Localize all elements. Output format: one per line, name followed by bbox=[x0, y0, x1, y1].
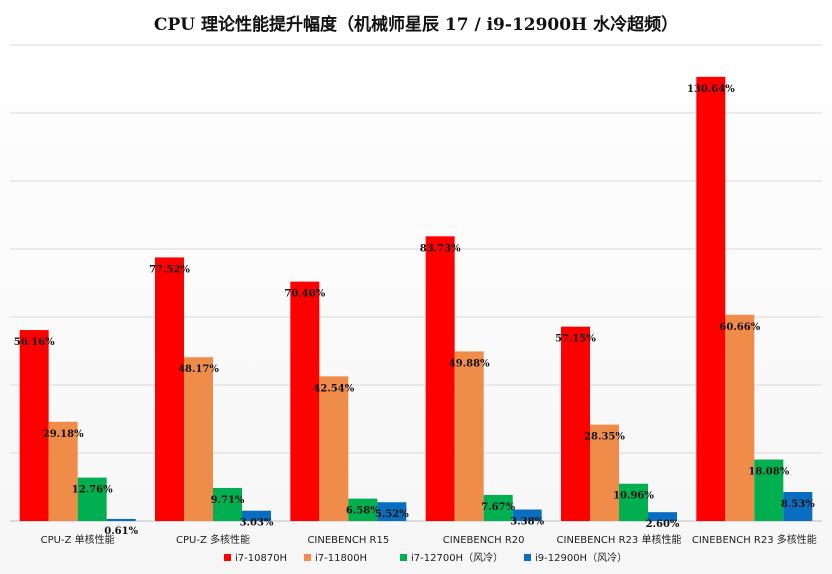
data-label: 28.35% bbox=[584, 432, 625, 443]
chart-title: CPU 理论性能提升幅度（机械师星辰 17 / i9-12900H 水冷超频） bbox=[153, 15, 679, 35]
data-label: 18.08% bbox=[748, 467, 789, 478]
data-label: 57.15% bbox=[555, 334, 596, 345]
bar bbox=[77, 477, 107, 521]
bar bbox=[106, 518, 136, 521]
data-label: 70.40% bbox=[284, 289, 325, 300]
bar bbox=[348, 498, 378, 521]
bar bbox=[648, 512, 677, 521]
legend-entry: i7-11800H bbox=[315, 553, 367, 564]
bar bbox=[696, 76, 726, 521]
bar bbox=[155, 257, 184, 521]
bar bbox=[512, 509, 542, 521]
bar bbox=[619, 483, 648, 521]
bar bbox=[242, 510, 271, 521]
bar bbox=[725, 314, 755, 521]
x-tick-label: CINEBENCH R23 多核性能 bbox=[692, 533, 817, 546]
bar bbox=[213, 487, 242, 521]
data-label: 2.60% bbox=[646, 519, 680, 530]
data-label: 49.88% bbox=[449, 358, 490, 369]
bar bbox=[19, 330, 49, 521]
bar bbox=[290, 281, 320, 521]
bar bbox=[454, 351, 484, 521]
data-label: 77.52% bbox=[149, 264, 190, 275]
data-label: 9.71% bbox=[211, 495, 245, 506]
legend-entry: i7-10870H bbox=[235, 553, 287, 564]
data-label: 83.73% bbox=[420, 243, 461, 254]
data-label: 10.96% bbox=[613, 491, 654, 502]
bar bbox=[754, 459, 784, 521]
legend-swatch bbox=[524, 554, 531, 561]
x-tick-label: CPU-Z 多核性能 bbox=[176, 533, 250, 546]
data-label: 130.64% bbox=[687, 84, 735, 95]
data-label: 42.54% bbox=[313, 383, 354, 394]
x-tick-label: CINEBENCH R20 bbox=[443, 535, 525, 546]
bar bbox=[783, 491, 813, 521]
data-label: 7.67% bbox=[481, 502, 515, 513]
x-tick-label: CPU-Z 单核性能 bbox=[41, 533, 115, 546]
data-label: 60.66% bbox=[719, 322, 760, 333]
data-label: 29.18% bbox=[43, 429, 84, 440]
bar bbox=[377, 502, 407, 521]
data-label: 48.17% bbox=[178, 364, 219, 375]
legend-swatch bbox=[304, 554, 311, 561]
legend-entry: i7-12700H（风冷） bbox=[411, 551, 503, 564]
x-tick-label: CINEBENCH R23 单核性能 bbox=[557, 533, 682, 546]
data-label: 3.38% bbox=[510, 517, 544, 528]
bar bbox=[48, 421, 78, 521]
data-label: 8.53% bbox=[781, 499, 815, 510]
x-tick-label: CINEBENCH R15 bbox=[307, 535, 389, 546]
bar bbox=[319, 376, 349, 521]
legend-swatch bbox=[400, 554, 407, 561]
data-label: 0.61% bbox=[104, 526, 138, 537]
legend-entry: i9-12900H（风冷） bbox=[535, 551, 627, 564]
data-label: 12.76% bbox=[72, 485, 113, 496]
bar bbox=[184, 357, 213, 521]
bar bbox=[483, 494, 513, 521]
bar bbox=[425, 236, 455, 521]
bar bbox=[590, 424, 619, 521]
data-label: 56.16% bbox=[14, 337, 55, 348]
legend-swatch bbox=[224, 554, 231, 561]
data-label: 6.58% bbox=[346, 506, 380, 517]
data-label: 5.52% bbox=[375, 509, 409, 520]
bar bbox=[561, 326, 590, 521]
data-label: 3.03% bbox=[240, 518, 274, 529]
